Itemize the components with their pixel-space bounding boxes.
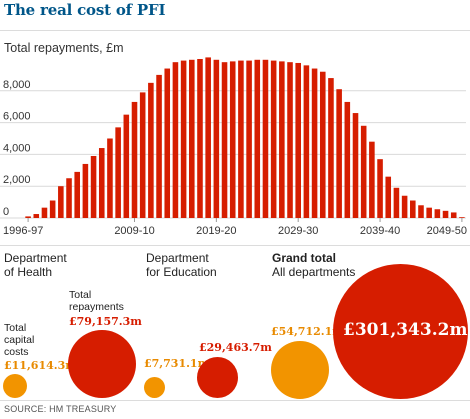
mid-divider — [0, 245, 470, 246]
health-capital-value: £11,614.3m — [4, 359, 77, 372]
bar — [180, 60, 187, 219]
bar — [221, 62, 228, 219]
source-note: SOURCE: HM TREASURY — [4, 404, 117, 414]
y-tick-label: 2,000 — [3, 174, 31, 186]
bar — [98, 148, 105, 218]
x-tick-label: 1996-97 — [3, 225, 43, 237]
bar — [139, 92, 146, 218]
bar — [450, 212, 457, 218]
chart-subtitle: Total repayments, £m — [4, 41, 124, 55]
y-tick-label: 4,000 — [3, 142, 31, 154]
bar — [238, 60, 244, 219]
health-capital-label: Total capital costs — [4, 322, 35, 358]
chart-title: The real cost of PFI — [4, 1, 166, 19]
bar — [49, 200, 56, 218]
dept-all-heading: Grand total All departments — [272, 251, 355, 279]
bar — [319, 71, 326, 218]
all-departments-label: All departments — [272, 265, 356, 279]
bar — [344, 101, 351, 218]
all-repay-circle — [333, 264, 468, 399]
bar — [58, 186, 64, 218]
y-tick-label: 0 — [3, 206, 9, 218]
top-divider — [0, 30, 470, 31]
education-repay-value: £29,463.7m — [199, 341, 272, 354]
bar — [246, 60, 252, 219]
health-repay-circle — [68, 330, 136, 398]
bar — [131, 101, 138, 218]
bar — [90, 155, 97, 218]
bar — [336, 89, 342, 219]
all-capital-circle — [271, 341, 329, 399]
bar — [107, 138, 113, 218]
bar — [270, 60, 277, 219]
bar — [369, 141, 375, 218]
bar — [442, 210, 449, 218]
bar — [377, 159, 383, 218]
health-repay-value: £79,157.3m — [69, 315, 142, 328]
bar — [164, 68, 171, 218]
bar — [213, 59, 220, 218]
x-tick-label: 2009-10 — [114, 225, 154, 237]
repayments-bar-chart: 0 2,000 4,000 6,000 8,000 1996-97 2009-10 2019-… — [0, 57, 467, 237]
bar — [401, 195, 408, 218]
bottom-divider — [0, 400, 470, 401]
health-repay-label: Total repayments — [69, 289, 124, 313]
bar — [360, 125, 367, 218]
bar — [262, 59, 269, 218]
bar — [410, 200, 416, 218]
bar — [33, 214, 40, 218]
bar — [115, 127, 121, 218]
bar — [459, 217, 465, 218]
bar — [123, 114, 130, 218]
dept-education-heading: Department for Education — [146, 251, 217, 279]
bar — [303, 65, 310, 218]
x-tick-label: 2019-20 — [196, 225, 236, 237]
all-capital-value: £54,712.1m — [271, 325, 344, 338]
bar — [229, 61, 236, 218]
bar — [66, 178, 72, 218]
bar — [156, 74, 162, 219]
education-repay-circle — [197, 357, 238, 398]
grand-total-label: Grand total — [272, 251, 337, 265]
bar — [418, 205, 424, 218]
bar — [41, 207, 48, 218]
x-tick-label: 2049-50 — [427, 225, 467, 237]
bar — [189, 59, 195, 218]
x-tick-label: 2029-30 — [278, 225, 318, 237]
bar — [434, 209, 441, 218]
bar — [74, 171, 80, 218]
bar — [352, 113, 359, 218]
y-tick-label: 8,000 — [3, 79, 31, 91]
dept-health-heading: Department of Health — [4, 251, 67, 279]
bar — [328, 78, 334, 218]
bar — [385, 176, 392, 218]
bar — [205, 57, 211, 218]
bar — [311, 68, 318, 218]
bar — [148, 82, 154, 218]
bar — [25, 216, 31, 218]
education-capital-circle — [144, 377, 165, 398]
bar — [197, 59, 203, 218]
health-capital-circle — [3, 374, 27, 398]
x-tick-label: 2039-40 — [360, 225, 400, 237]
bar — [279, 61, 285, 218]
bar — [287, 62, 293, 219]
bar — [295, 62, 301, 218]
bar — [172, 62, 179, 219]
all-repay-value: £301,343.2m — [343, 320, 468, 340]
bar — [82, 163, 89, 218]
education-capital-value: £7,731.1m — [144, 357, 210, 370]
bar — [426, 207, 432, 218]
y-tick-label: 6,000 — [3, 111, 31, 123]
bar — [254, 59, 261, 218]
bar — [393, 187, 400, 218]
